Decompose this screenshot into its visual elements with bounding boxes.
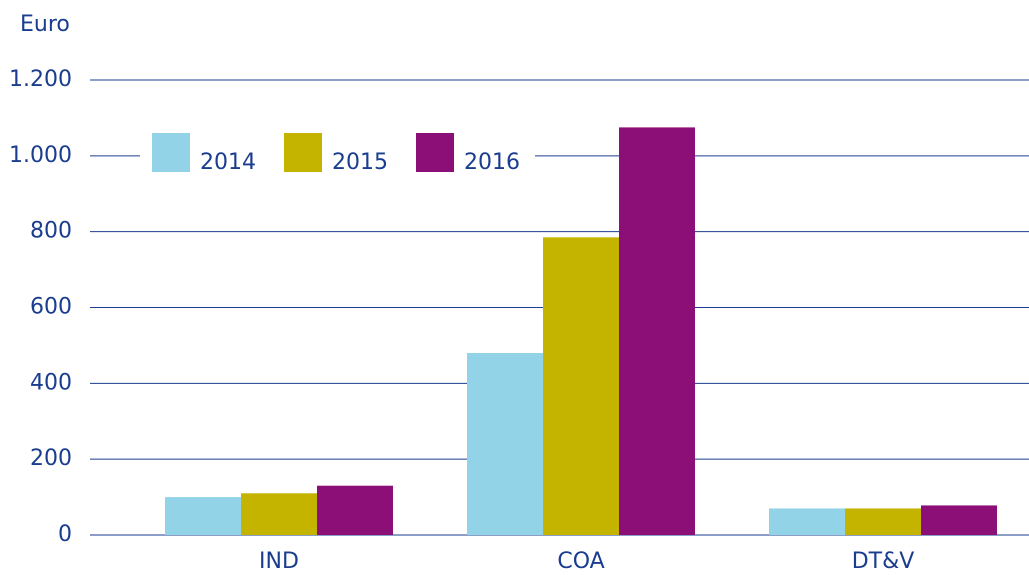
bar — [769, 508, 845, 535]
legend-swatch — [284, 133, 322, 172]
legend-label: 2015 — [332, 150, 388, 175]
bar — [467, 353, 543, 535]
bar — [845, 508, 921, 535]
y-tick-label: 600 — [30, 295, 72, 320]
bar — [165, 497, 241, 535]
x-tick-label: DT&V — [852, 549, 915, 574]
bar — [317, 485, 393, 535]
y-axis-label: Euro — [20, 12, 70, 37]
legend-label: 2014 — [200, 150, 256, 175]
y-tick-label: 1.000 — [9, 143, 72, 168]
x-tick-label: COA — [557, 549, 604, 574]
y-tick-label: 0 — [58, 522, 72, 547]
x-tick-label: IND — [259, 549, 299, 574]
bar — [619, 127, 695, 535]
legend-swatch — [416, 133, 454, 172]
bar — [241, 493, 317, 535]
y-tick-label: 800 — [30, 219, 72, 244]
legend-background — [140, 118, 535, 186]
y-tick-label: 1.200 — [9, 67, 72, 92]
y-tick-label: 400 — [30, 370, 72, 395]
bar — [543, 237, 619, 535]
legend-swatch — [152, 133, 190, 172]
bar — [921, 505, 997, 535]
y-tick-label: 200 — [30, 446, 72, 471]
legend-label: 2016 — [464, 150, 520, 175]
